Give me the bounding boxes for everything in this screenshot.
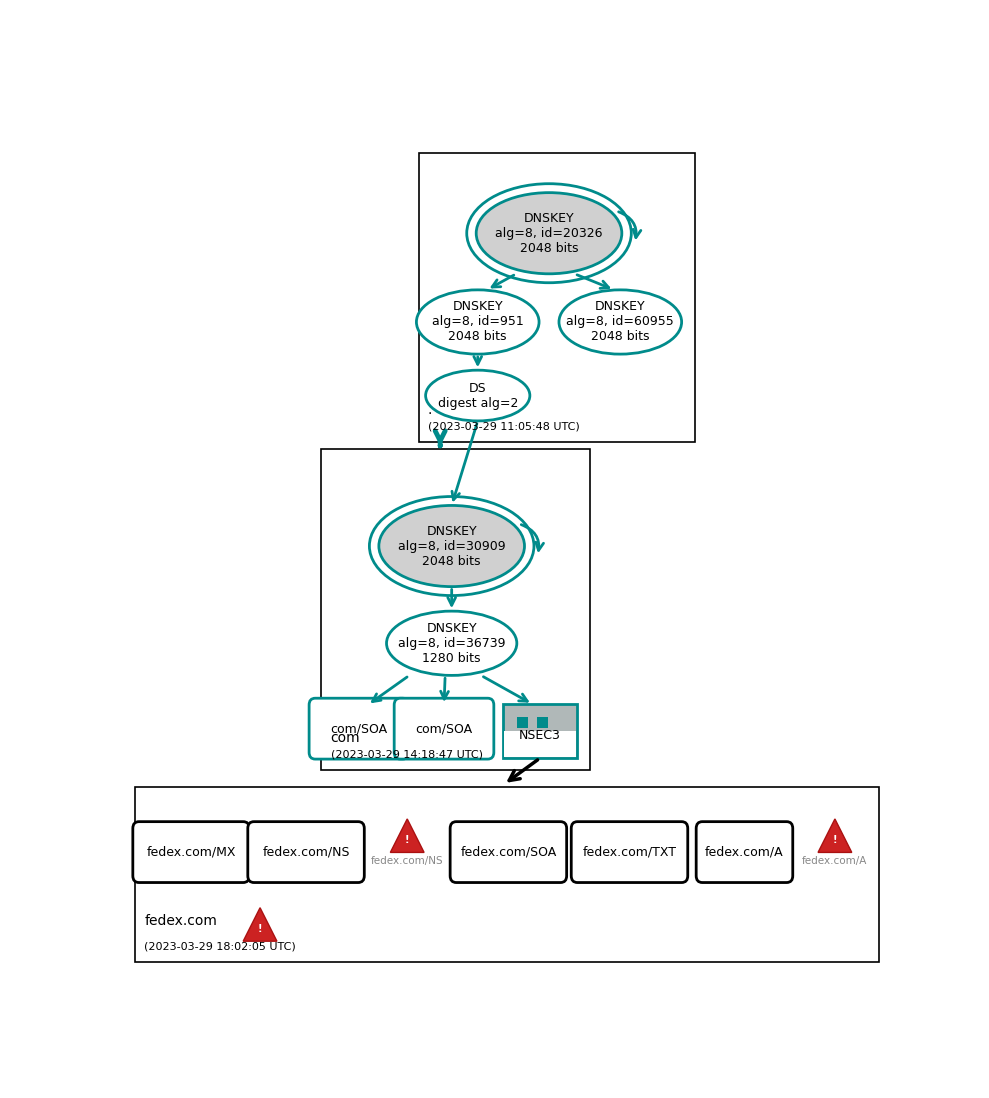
Ellipse shape — [416, 290, 539, 355]
Polygon shape — [818, 819, 852, 852]
Ellipse shape — [379, 505, 524, 586]
Text: DNSKEY
alg=8, id=20326
2048 bits: DNSKEY alg=8, id=20326 2048 bits — [495, 212, 602, 255]
Text: fedex.com/A: fedex.com/A — [705, 845, 783, 859]
FancyBboxPatch shape — [503, 704, 577, 759]
Text: fedex.com/TXT: fedex.com/TXT — [583, 845, 676, 859]
FancyBboxPatch shape — [696, 821, 793, 883]
Text: DNSKEY
alg=8, id=951
2048 bits: DNSKEY alg=8, id=951 2048 bits — [432, 301, 523, 344]
FancyBboxPatch shape — [517, 717, 528, 728]
Text: DNSKEY
alg=8, id=60955
2048 bits: DNSKEY alg=8, id=60955 2048 bits — [567, 301, 674, 344]
Text: fedex.com/MX: fedex.com/MX — [146, 845, 235, 859]
FancyBboxPatch shape — [133, 821, 249, 883]
Text: com/SOA: com/SOA — [415, 722, 473, 736]
Text: .: . — [428, 403, 432, 416]
FancyBboxPatch shape — [321, 449, 589, 770]
Text: fedex.com/A: fedex.com/A — [802, 855, 867, 865]
FancyBboxPatch shape — [135, 787, 878, 962]
Text: fedex.com/NS: fedex.com/NS — [371, 855, 443, 865]
Text: !: ! — [833, 836, 837, 845]
Text: com: com — [330, 730, 360, 744]
FancyBboxPatch shape — [572, 821, 687, 883]
FancyBboxPatch shape — [450, 821, 567, 883]
Text: !: ! — [258, 925, 262, 934]
FancyBboxPatch shape — [395, 698, 494, 759]
Polygon shape — [391, 819, 424, 852]
Text: fedex.com/NS: fedex.com/NS — [262, 845, 350, 859]
Text: !: ! — [405, 836, 409, 845]
Text: fedex.com/SOA: fedex.com/SOA — [460, 845, 557, 859]
FancyBboxPatch shape — [310, 698, 408, 759]
Ellipse shape — [477, 192, 622, 273]
Ellipse shape — [387, 612, 517, 675]
Text: (2023-03-29 18:02:05 UTC): (2023-03-29 18:02:05 UTC) — [144, 942, 296, 952]
FancyBboxPatch shape — [503, 731, 576, 758]
Text: NSEC3: NSEC3 — [519, 729, 561, 742]
FancyBboxPatch shape — [537, 717, 548, 728]
Text: fedex.com: fedex.com — [144, 915, 218, 928]
Polygon shape — [243, 908, 277, 941]
Text: DNSKEY
alg=8, id=30909
2048 bits: DNSKEY alg=8, id=30909 2048 bits — [398, 525, 505, 568]
Text: DS
digest alg=2: DS digest alg=2 — [437, 381, 518, 410]
Text: com/SOA: com/SOA — [330, 722, 388, 736]
FancyBboxPatch shape — [248, 821, 364, 883]
FancyBboxPatch shape — [418, 153, 694, 442]
Text: (2023-03-29 14:18:47 UTC): (2023-03-29 14:18:47 UTC) — [330, 750, 483, 760]
Ellipse shape — [559, 290, 681, 355]
Ellipse shape — [425, 370, 530, 421]
Text: DNSKEY
alg=8, id=36739
1280 bits: DNSKEY alg=8, id=36739 1280 bits — [398, 621, 505, 664]
Text: (2023-03-29 11:05:48 UTC): (2023-03-29 11:05:48 UTC) — [428, 422, 580, 432]
